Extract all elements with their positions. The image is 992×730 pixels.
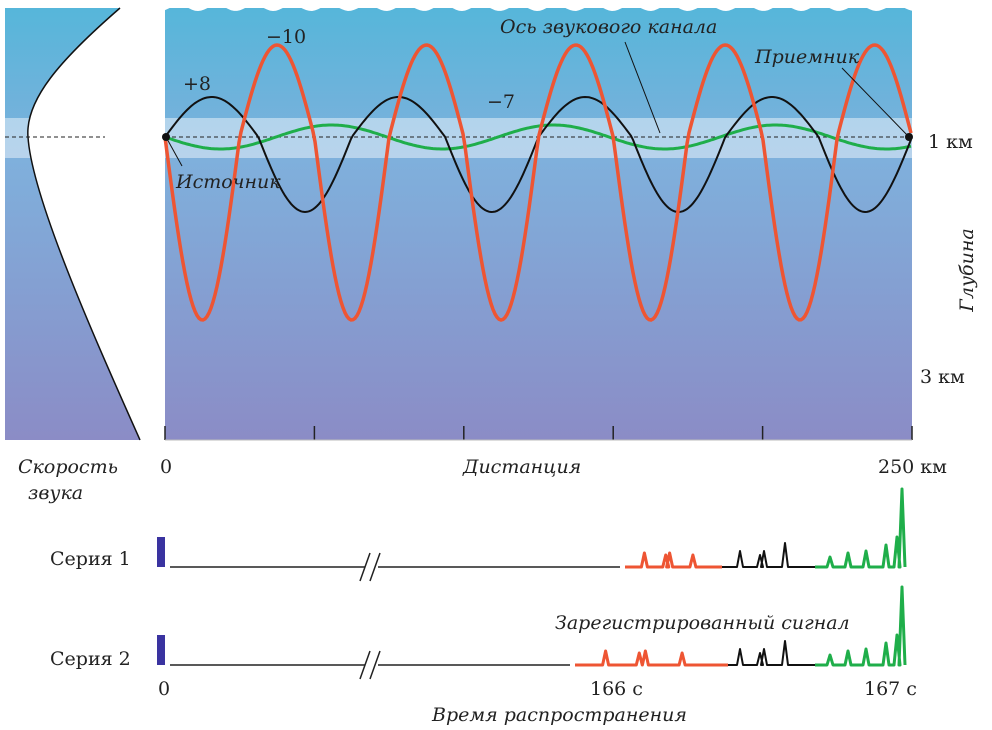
signal [625,551,722,569]
ray-label: −10 [266,26,306,48]
break [359,552,381,582]
speed-label: Скорость [18,456,118,478]
signal [815,487,907,569]
leader [624,41,661,134]
leader [841,67,910,138]
receiver-label: Приемник [754,46,860,68]
signal [815,585,907,667]
break [359,650,381,680]
depth-label: Глубина [956,228,978,312]
signal [722,542,815,568]
speed-area [27,8,152,440]
leader [165,136,183,167]
time-tick: 0 [158,678,170,700]
distance-tick: 0 [160,456,172,478]
ocean-panel [165,8,912,440]
series-label: Серия 1 [50,548,131,570]
speed-curve [27,7,141,441]
signal [575,649,728,667]
axis-label: Ось звукового канала [500,16,717,38]
series-label: Серия 2 [50,648,131,670]
time-tick: 166 с [590,678,643,700]
signal-caption: Зарегистрированный сигнал [555,612,850,634]
depth-tick: 3 км [920,366,965,388]
pulse [157,635,165,665]
time-label: Время распространения [431,704,687,726]
distance-label: Дистанция [462,456,581,478]
distance-ticks [164,426,913,440]
signal [728,640,815,666]
ray-label: +8 [183,73,211,95]
ray [164,123,912,151]
ray [163,43,913,322]
speed-label: звука [28,482,83,504]
time-tick: 167 с [864,678,917,700]
depth-tick: 1 км [928,131,973,153]
source-label: Источник [175,171,281,193]
distance-tick: 250 км [878,456,947,478]
pulse [157,537,165,567]
ray-label: −7 [487,91,515,113]
surface [165,0,912,11]
